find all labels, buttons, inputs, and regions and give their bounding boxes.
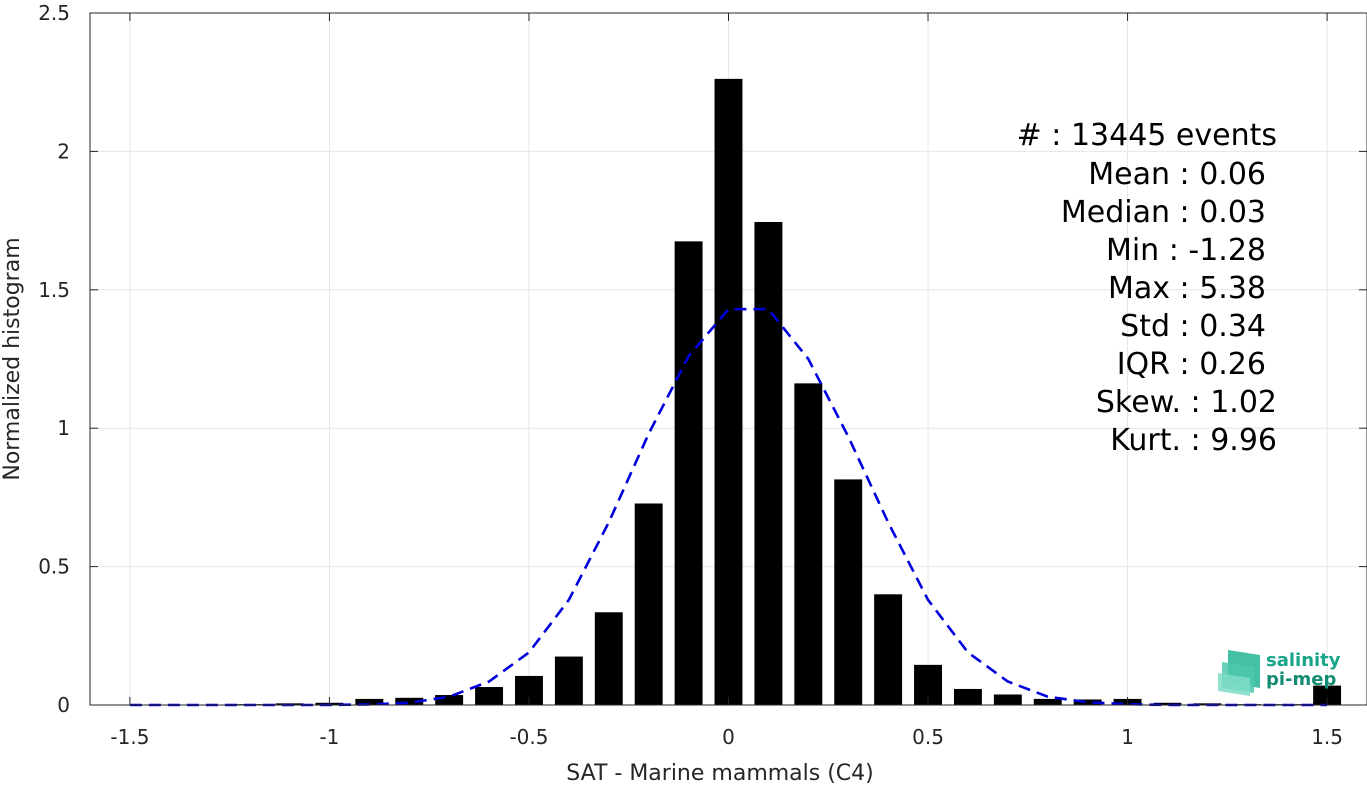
x-tick-label-1: -1 (319, 725, 339, 749)
stats-iqr: IQR : 0.26 (1117, 347, 1266, 382)
histogram-bars (235, 78, 1342, 706)
histogram-bar-6 (355, 698, 384, 705)
histogram-bar-24 (1073, 699, 1102, 705)
histogram-bar-8 (435, 695, 464, 705)
logo-line-1: salinity (1266, 650, 1341, 671)
stats-box: # : 13445 events Mean : 0.06 Median : 0.… (1017, 118, 1277, 458)
x-tick-label-2: -0.5 (509, 725, 548, 749)
stats-kurt: Kurt. : 9.96 (1110, 423, 1277, 458)
y-tick-label-3: 1.5 (38, 278, 70, 302)
x-axis-label: SAT - Marine mammals (C4) (566, 761, 874, 785)
histogram-bar-14 (674, 241, 703, 706)
stats-skew: Skew. : 1.02 (1096, 385, 1277, 420)
y-tick-label-0: 0 (57, 693, 70, 717)
histogram-bar-18 (834, 479, 863, 705)
x-tick-label-3: 0 (722, 725, 735, 749)
x-tick-label-6: 1.5 (1311, 725, 1343, 749)
histogram-bar-11 (554, 656, 583, 705)
histogram-bar-23 (1033, 698, 1062, 705)
salinity-pi-mep-logo: salinity pi-mep (1218, 650, 1341, 696)
histogram-bar-9 (475, 687, 504, 705)
histogram-bar-19 (874, 594, 903, 705)
histogram-bar-7 (395, 697, 424, 705)
x-tick-label-5: 1 (1121, 725, 1134, 749)
stats-mean: Mean : 0.06 (1088, 157, 1266, 192)
histogram-bar-26 (1153, 702, 1182, 705)
stats-max: Max : 5.38 (1108, 271, 1266, 306)
y-tick-label-4: 2 (57, 139, 70, 163)
histogram-bar-15 (714, 78, 743, 705)
histogram-bar-17 (794, 383, 823, 705)
stats-median: Median : 0.03 (1061, 195, 1266, 230)
histogram-bar-13 (634, 503, 663, 705)
axis-ticks: -1.5 -1 -0.5 0 0.5 1 1.5 0 0.5 1 1.5 2 2.5 (38, 1, 1367, 749)
y-tick-label-5: 2.5 (38, 1, 70, 25)
stats-min: Min : -1.28 (1106, 233, 1266, 268)
logo-line-2: pi-mep (1266, 669, 1336, 690)
x-tick-label-0: -1.5 (110, 725, 149, 749)
y-tick-label-2: 1 (57, 416, 70, 440)
histogram-bar-22 (993, 694, 1022, 705)
stats-std: Std : 0.34 (1120, 309, 1266, 344)
stats-count: # : 13445 events (1017, 118, 1277, 153)
y-axis-label: Normalized histogram (0, 237, 25, 480)
y-tick-label-1: 0.5 (38, 555, 70, 579)
histogram-bar-30 (1313, 685, 1342, 705)
x-tick-label-4: 0.5 (912, 725, 944, 749)
histogram-bar-21 (953, 688, 982, 705)
histogram-bar-12 (594, 612, 623, 705)
logo-wave-icon (1218, 650, 1260, 696)
histogram-bar-16 (754, 221, 783, 705)
